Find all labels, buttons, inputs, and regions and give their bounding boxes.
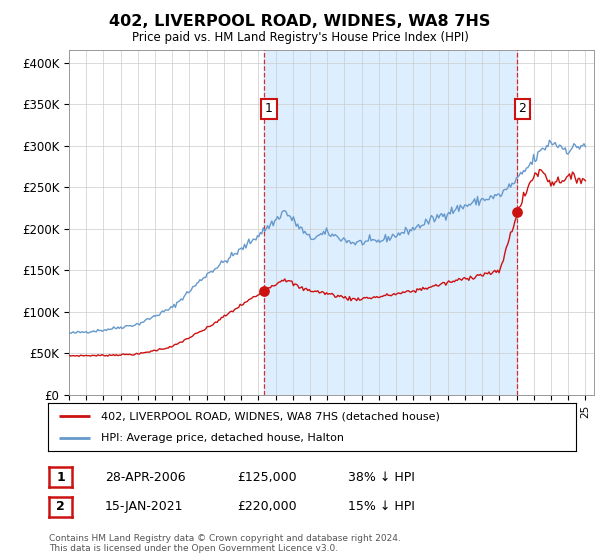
Text: £220,000: £220,000 bbox=[237, 500, 296, 514]
Text: 1: 1 bbox=[265, 102, 273, 115]
Text: 1: 1 bbox=[56, 470, 65, 484]
Text: 15% ↓ HPI: 15% ↓ HPI bbox=[348, 500, 415, 514]
Text: Price paid vs. HM Land Registry's House Price Index (HPI): Price paid vs. HM Land Registry's House … bbox=[131, 31, 469, 44]
Text: 402, LIVERPOOL ROAD, WIDNES, WA8 7HS (detached house): 402, LIVERPOOL ROAD, WIDNES, WA8 7HS (de… bbox=[101, 411, 440, 421]
Point bbox=[512, 208, 522, 217]
Point bbox=[259, 287, 269, 296]
Text: 2: 2 bbox=[56, 500, 65, 514]
Text: Contains HM Land Registry data © Crown copyright and database right 2024.
This d: Contains HM Land Registry data © Crown c… bbox=[49, 534, 401, 553]
Bar bbox=[264, 50, 517, 395]
Text: 28-APR-2006: 28-APR-2006 bbox=[105, 470, 185, 484]
Text: 38% ↓ HPI: 38% ↓ HPI bbox=[348, 470, 415, 484]
Text: £125,000: £125,000 bbox=[237, 470, 296, 484]
Text: 15-JAN-2021: 15-JAN-2021 bbox=[105, 500, 184, 514]
Text: HPI: Average price, detached house, Halton: HPI: Average price, detached house, Halt… bbox=[101, 433, 344, 443]
Text: 2: 2 bbox=[518, 102, 526, 115]
Text: 402, LIVERPOOL ROAD, WIDNES, WA8 7HS: 402, LIVERPOOL ROAD, WIDNES, WA8 7HS bbox=[109, 14, 491, 29]
